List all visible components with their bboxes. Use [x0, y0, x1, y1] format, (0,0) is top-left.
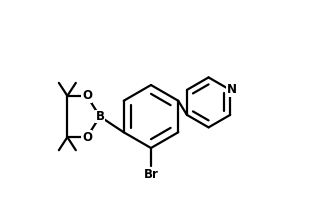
Text: Br: Br	[144, 168, 158, 181]
Text: N: N	[227, 83, 237, 96]
Text: B: B	[95, 110, 105, 123]
Text: O: O	[82, 131, 92, 144]
Text: O: O	[82, 89, 92, 102]
